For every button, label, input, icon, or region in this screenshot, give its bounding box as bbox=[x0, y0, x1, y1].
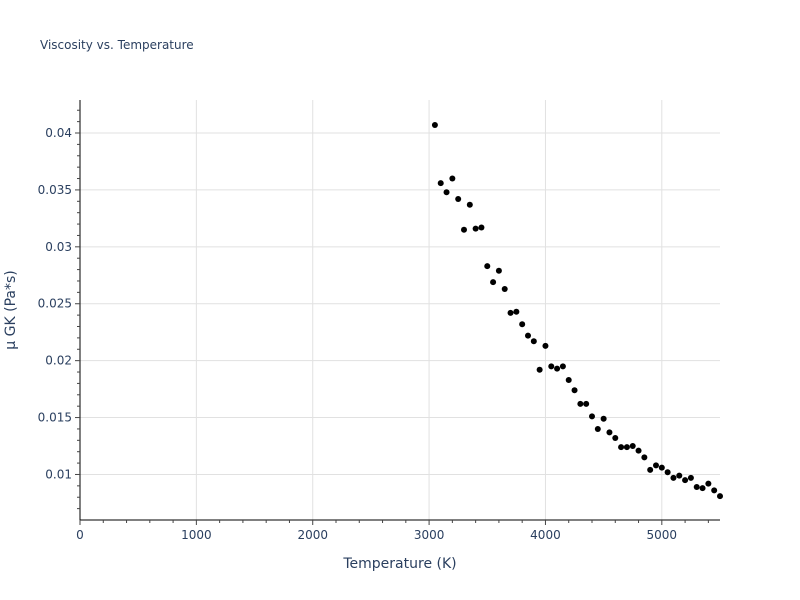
x-tick-label: 4000 bbox=[530, 528, 561, 542]
x-axis-title: Temperature (K) bbox=[342, 556, 456, 572]
data-point bbox=[583, 400, 590, 407]
grid-lines bbox=[80, 100, 720, 520]
data-point bbox=[589, 413, 595, 420]
data-point bbox=[431, 122, 438, 129]
data-point bbox=[565, 377, 572, 383]
data-point bbox=[717, 493, 723, 500]
data-point bbox=[641, 454, 648, 461]
data-point bbox=[606, 429, 613, 436]
data-point bbox=[490, 279, 497, 286]
data-point bbox=[484, 263, 491, 270]
y-tick-label: 0.01 bbox=[45, 467, 72, 481]
x-tick-label: 5000 bbox=[647, 528, 678, 542]
data-point bbox=[507, 309, 514, 316]
data-point bbox=[554, 365, 561, 372]
chart-title: Viscosity vs. Temperature bbox=[40, 38, 194, 52]
y-tick-label: 0.03 bbox=[45, 240, 72, 254]
x-tick-label: 2000 bbox=[297, 528, 328, 542]
data-point bbox=[495, 267, 502, 274]
data-point bbox=[472, 225, 479, 232]
data-point bbox=[437, 180, 444, 187]
data-point bbox=[559, 363, 566, 370]
y-tick-label: 0.035 bbox=[38, 183, 72, 197]
data-point bbox=[461, 226, 467, 233]
data-point bbox=[693, 483, 700, 490]
data-point bbox=[466, 201, 473, 208]
data-point bbox=[577, 400, 584, 407]
data-point bbox=[647, 466, 654, 473]
data-point bbox=[594, 425, 601, 432]
y-tick-label: 0.04 bbox=[45, 126, 72, 140]
data-point bbox=[623, 444, 630, 451]
data-point bbox=[548, 363, 555, 370]
data-point bbox=[571, 387, 578, 394]
data-point bbox=[699, 485, 706, 492]
data-point bbox=[525, 332, 531, 339]
data-point bbox=[513, 308, 520, 315]
data-points bbox=[431, 122, 723, 500]
y-tick-label: 0.025 bbox=[38, 297, 72, 311]
data-point bbox=[711, 487, 718, 494]
data-point bbox=[542, 342, 549, 349]
y-tick-label: 0.015 bbox=[38, 411, 72, 425]
data-point bbox=[658, 464, 665, 471]
y-axis-title: μ GK (Pa*s) bbox=[3, 270, 19, 349]
axes: 0 1000 2000 3000 4000 5000 0.01 0.015 0.02 0.025 0… bbox=[38, 100, 720, 542]
data-point bbox=[653, 462, 659, 469]
data-point bbox=[629, 443, 636, 450]
data-point bbox=[478, 224, 485, 231]
data-point bbox=[501, 285, 508, 292]
data-point bbox=[455, 196, 462, 203]
x-tick-label: 0 bbox=[76, 528, 84, 542]
data-point bbox=[449, 175, 456, 182]
x-tick-label: 1000 bbox=[181, 528, 212, 542]
x-tick-label: 3000 bbox=[414, 528, 445, 542]
data-point bbox=[618, 444, 625, 451]
data-point bbox=[676, 472, 683, 479]
data-point bbox=[664, 469, 671, 476]
data-point bbox=[612, 435, 619, 442]
data-point bbox=[682, 477, 689, 484]
data-point bbox=[536, 366, 543, 373]
data-point bbox=[600, 415, 607, 422]
data-point bbox=[519, 321, 526, 328]
data-point bbox=[705, 480, 712, 487]
data-point bbox=[635, 447, 642, 454]
y-tick-label: 0.02 bbox=[45, 354, 72, 368]
data-point bbox=[443, 189, 450, 196]
data-point bbox=[670, 474, 677, 481]
data-point bbox=[530, 338, 537, 345]
data-point bbox=[687, 474, 694, 481]
